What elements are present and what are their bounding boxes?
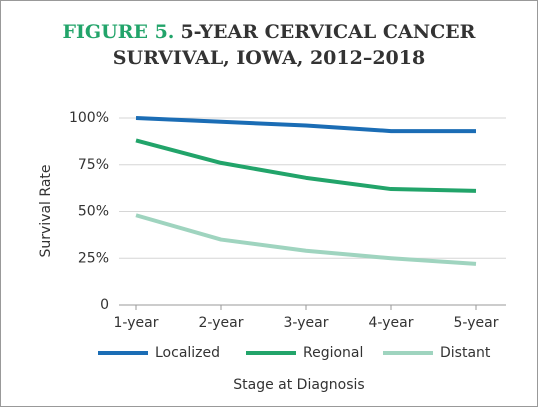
title-text: 5-YEAR CERVICAL CANCER SURVIVAL, IOWA, 2… <box>112 21 476 69</box>
y-tick-label: 50% <box>78 204 109 220</box>
legend-label: Distant <box>440 345 491 361</box>
line <box>135 116 476 134</box>
chart-title: FIGURE 5. 5-YEAR CERVICAL CANCER SURVIVAL… <box>41 19 497 71</box>
x-axis-label: Stage at Diagnosis <box>233 377 364 393</box>
legend-label: Regional <box>303 345 363 361</box>
y-tick-label: 75% <box>78 157 109 173</box>
x-tick-label: 2-year <box>199 315 244 331</box>
y-axis-label: Survival Rate <box>38 165 54 258</box>
line <box>135 138 477 193</box>
x-tick-label: 1-year <box>114 315 159 331</box>
y-tick-label: 0 <box>100 297 109 313</box>
y-tick-label: 100% <box>69 110 109 126</box>
y-tick-label: 25% <box>78 250 109 266</box>
legend-label: Localized <box>155 345 220 361</box>
x-tick-label: 4-year <box>369 315 414 331</box>
x-tick-label: 3-year <box>284 315 329 331</box>
line <box>135 213 477 266</box>
x-tick-label: 5-year <box>454 315 499 331</box>
title-label: FIGURE 5. <box>62 21 175 43</box>
